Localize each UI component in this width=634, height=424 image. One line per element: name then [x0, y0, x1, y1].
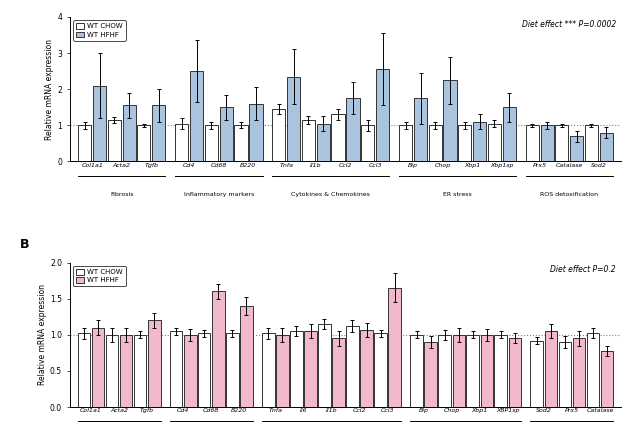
Text: ER stress: ER stress [443, 192, 472, 197]
Bar [332, 114, 345, 162]
Text: Diet effect *** P=0.0002: Diet effect *** P=0.0002 [522, 20, 616, 29]
Bar [276, 335, 288, 407]
Text: B: B [20, 238, 30, 251]
Text: Diet effect P=0.2: Diet effect P=0.2 [550, 265, 616, 274]
Bar [198, 333, 210, 407]
Bar [220, 107, 233, 162]
Bar [272, 109, 285, 162]
Legend: WT CHOW, WT HFHF: WT CHOW, WT HFHF [73, 266, 126, 286]
Text: Fibrosis: Fibrosis [110, 192, 134, 197]
Bar [134, 335, 146, 407]
Bar [410, 335, 423, 407]
Bar [190, 71, 204, 162]
Bar [600, 133, 613, 162]
Bar [318, 324, 331, 407]
Legend: WT CHOW, WT HFHF: WT CHOW, WT HFHF [73, 20, 126, 41]
Bar [374, 333, 387, 407]
Bar [376, 70, 389, 162]
Bar [438, 335, 451, 407]
Bar [302, 120, 315, 162]
Bar [453, 335, 465, 407]
Bar [458, 126, 471, 162]
Bar [290, 331, 302, 407]
Bar [559, 342, 571, 407]
Bar [585, 126, 598, 162]
Bar [148, 321, 160, 407]
Bar [317, 123, 330, 162]
Text: ROS detoxification: ROS detoxification [540, 192, 598, 197]
Bar [304, 331, 317, 407]
Text: Cytokines & Chemokines: Cytokines & Chemokines [291, 192, 370, 197]
Bar [586, 333, 599, 407]
Text: Inflammatory markers: Inflammatory markers [184, 192, 254, 197]
Bar [361, 126, 374, 162]
Bar [531, 340, 543, 407]
Bar [425, 342, 437, 407]
Bar [122, 106, 136, 162]
Y-axis label: Relative mRNA expression: Relative mRNA expression [46, 39, 55, 139]
Bar [508, 338, 521, 407]
Bar [108, 120, 121, 162]
Bar [184, 335, 197, 407]
Bar [93, 86, 107, 162]
Bar [346, 326, 359, 407]
Bar [573, 338, 585, 407]
Bar [212, 291, 224, 407]
Bar [503, 107, 516, 162]
Bar [170, 331, 183, 407]
Bar [92, 328, 105, 407]
Bar [360, 330, 373, 407]
Bar [444, 80, 456, 162]
Bar [526, 126, 539, 162]
Bar [541, 126, 554, 162]
Bar [287, 77, 301, 162]
Bar [175, 123, 188, 162]
Bar [545, 331, 557, 407]
Bar [262, 333, 275, 407]
Bar [240, 306, 253, 407]
Bar [78, 333, 90, 407]
Bar [555, 126, 569, 162]
Bar [346, 98, 359, 162]
Bar [495, 335, 507, 407]
Bar [570, 136, 583, 162]
Bar [205, 126, 218, 162]
Bar [467, 335, 479, 407]
Bar [78, 126, 91, 162]
Bar [414, 98, 427, 162]
Bar [106, 335, 119, 407]
Bar [389, 288, 401, 407]
Bar [332, 338, 345, 407]
Bar [120, 335, 133, 407]
Bar [249, 103, 262, 162]
Bar [399, 126, 412, 162]
Bar [473, 122, 486, 162]
Bar [601, 351, 613, 407]
Bar [226, 333, 238, 407]
Bar [488, 123, 501, 162]
Bar [235, 126, 247, 162]
Bar [137, 126, 150, 162]
Bar [429, 126, 442, 162]
Y-axis label: Relative mRNA expression: Relative mRNA expression [38, 285, 47, 385]
Bar [152, 106, 165, 162]
Bar [481, 335, 493, 407]
